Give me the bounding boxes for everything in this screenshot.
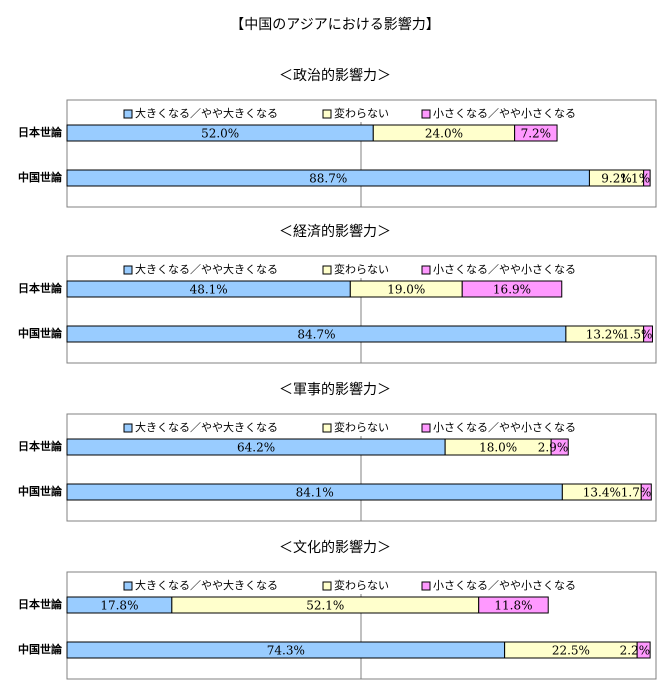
category-label: 中国世論 <box>18 170 63 184</box>
data-label: 2.9% <box>538 441 569 455</box>
legend-swatch <box>421 581 431 591</box>
data-label: 84.7% <box>297 328 335 342</box>
category-label: 日本世論 <box>18 597 63 611</box>
data-label: 88.7% <box>309 172 347 186</box>
legend-swatch <box>123 265 133 275</box>
legend-label: 小さくなる／やや小さくなる <box>433 421 576 434</box>
legend-label: 変わらない <box>334 262 389 276</box>
legend-swatch <box>322 109 332 119</box>
legend-swatch <box>421 109 431 119</box>
category-label: 中国世論 <box>18 642 63 656</box>
category-label: 日本世論 <box>18 281 63 295</box>
data-label: 16.9% <box>493 283 531 297</box>
data-label: 17.8% <box>100 599 138 613</box>
data-label: 1.1% <box>620 172 651 186</box>
bar-segment <box>550 438 569 456</box>
legend-swatch <box>123 581 133 591</box>
panel-title: ＜軍事的影響力＞ <box>279 381 391 398</box>
legend-swatch <box>421 423 431 433</box>
data-label: 22.5% <box>552 644 590 658</box>
data-label: 24.0% <box>425 127 463 141</box>
category-label: 中国世論 <box>18 484 63 498</box>
legend-label: 大きくなる／やや大きくなる <box>135 106 278 120</box>
bar-segment <box>514 124 558 142</box>
data-label: 7.2% <box>521 127 552 141</box>
bar-segment <box>478 596 549 614</box>
bar-segment <box>643 325 653 343</box>
legend-swatch <box>123 423 133 433</box>
category-label: 中国世論 <box>18 326 63 340</box>
bar-segment <box>640 483 652 501</box>
data-label: 18.0% <box>479 441 517 455</box>
data-label: 11.8% <box>494 599 532 613</box>
legend-label: 小さくなる／やや小さくなる <box>433 107 576 120</box>
data-label: 9.2% <box>601 172 632 186</box>
page-title: 【中国のアジアにおける影響力】 <box>230 17 440 33</box>
data-label: 52.1% <box>306 599 344 613</box>
category-label: 日本世論 <box>18 125 63 139</box>
data-label: 13.4% <box>583 486 621 500</box>
legend-label: 変わらない <box>334 578 389 592</box>
bar-segment <box>461 280 563 298</box>
legend-swatch <box>322 423 332 433</box>
legend-label: 小さくなる／やや小さくなる <box>433 263 576 276</box>
data-label: 19.0% <box>387 283 425 297</box>
data-label: 48.1% <box>190 283 228 297</box>
legend-label: 大きくなる／やや大きくなる <box>135 420 278 434</box>
data-label: 2.2% <box>620 644 651 658</box>
legend-swatch <box>322 581 332 591</box>
legend-swatch <box>123 109 133 119</box>
data-label: 84.1% <box>296 486 334 500</box>
legend-swatch <box>322 265 332 275</box>
legend-label: 大きくなる／やや大きくなる <box>135 578 278 592</box>
data-label: 1.7% <box>621 486 652 500</box>
panel-title: ＜政治的影響力＞ <box>279 67 391 84</box>
data-label: 52.0% <box>201 127 239 141</box>
panel-title: ＜経済的影響力＞ <box>279 223 391 240</box>
panel-title: ＜文化的影響力＞ <box>279 539 391 556</box>
data-label: 1.5% <box>622 328 653 342</box>
legend-label: 変わらない <box>334 420 389 434</box>
data-label: 13.2% <box>586 328 624 342</box>
data-label: 64.2% <box>237 441 275 455</box>
legend-label: 小さくなる／やや小さくなる <box>433 579 576 592</box>
bar-segment <box>643 169 651 187</box>
bar-segment <box>636 641 651 659</box>
data-label: 74.3% <box>267 644 305 658</box>
legend-label: 変わらない <box>334 106 389 120</box>
category-label: 日本世論 <box>18 439 63 453</box>
legend-label: 大きくなる／やや大きくなる <box>135 262 278 276</box>
legend-swatch <box>421 265 431 275</box>
